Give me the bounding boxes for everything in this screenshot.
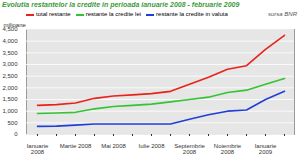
svg-text:4,000: 4,000 bbox=[2, 38, 18, 44]
svg-text:3,500: 3,500 bbox=[2, 50, 18, 56]
svg-text:Noiembrie2008: Noiembrie2008 bbox=[214, 143, 242, 154]
html-text:sursa BNR: sursa BNR bbox=[268, 11, 297, 17]
svg-text:milioane: milioane bbox=[4, 22, 27, 28]
svg-text:3,000: 3,000 bbox=[2, 61, 18, 67]
html-text:restante la credite in valuta: restante la credite in valuta bbox=[156, 11, 228, 17]
svg-text:Mai 2008: Mai 2008 bbox=[101, 143, 126, 149]
svg-text:1,000: 1,000 bbox=[2, 108, 18, 114]
html-text:Evolutia restantelor la credit: Evolutia restantelor la credite in perio… bbox=[2, 1, 240, 8]
html-text:restante la credite lei: restante la credite lei bbox=[85, 11, 142, 17]
svg-text:500: 500 bbox=[7, 120, 18, 126]
svg-text:Ianuarie2008: Ianuarie2008 bbox=[27, 143, 49, 154]
svg-text:Septembrie2008: Septembrie2008 bbox=[174, 143, 205, 154]
svg-text:2,000: 2,000 bbox=[2, 85, 18, 91]
svg-text:Ianuarie2009: Ianuarie2009 bbox=[255, 143, 277, 154]
svg-text:4,500: 4,500 bbox=[2, 26, 18, 33]
svg-text:Martie 2008: Martie 2008 bbox=[60, 143, 92, 149]
svg-text:Iulie 2008: Iulie 2008 bbox=[138, 143, 165, 149]
svg-text:2,500: 2,500 bbox=[2, 73, 18, 79]
svg-text:1,500: 1,500 bbox=[2, 96, 18, 102]
svg-text:0: 0 bbox=[14, 131, 18, 137]
html-text:total restante: total restante bbox=[36, 11, 71, 17]
